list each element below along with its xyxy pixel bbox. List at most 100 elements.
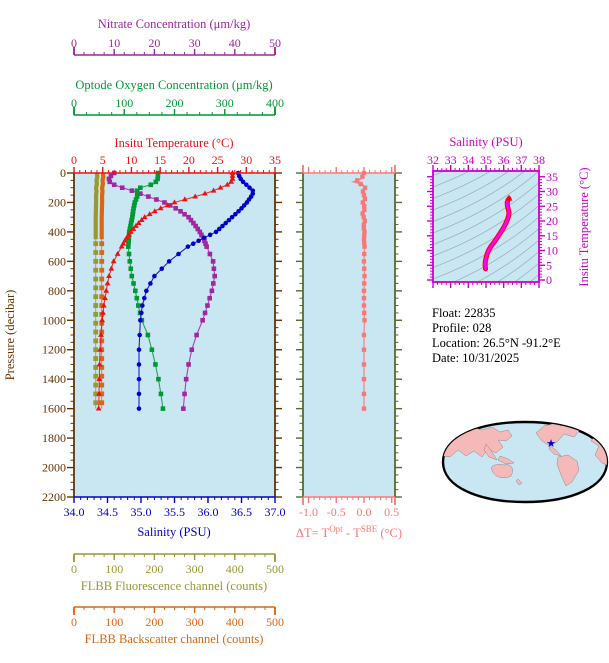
marker-circle [142, 295, 147, 301]
temperature-axis-title: Insitu Temperature (°C) [114, 136, 233, 150]
marker-square [93, 311, 99, 317]
marker-triangle [108, 265, 115, 271]
marker-triangle [96, 390, 102, 396]
tick-label: 800 [48, 284, 66, 298]
marker-square [202, 310, 208, 316]
marker-square [173, 206, 179, 211]
marker-circle [226, 217, 232, 223]
marker-triangle [110, 258, 117, 264]
marker-square [153, 179, 159, 185]
tick-label: 400 [226, 615, 244, 629]
tick-label: 35 [546, 170, 558, 184]
isopycnal-contour [476, 239, 539, 282]
isopycnal-contour [452, 228, 539, 282]
marker-square [145, 332, 151, 338]
marker-circle [136, 362, 142, 367]
map-continent [491, 464, 513, 478]
tick-label: 200 [145, 562, 163, 576]
tick-label: 100 [105, 562, 123, 576]
tick-label: 35.0 [131, 505, 152, 519]
marker-square [188, 217, 194, 223]
marker-square [183, 376, 189, 382]
marker-circle [136, 406, 142, 411]
tick-label: 0 [60, 166, 66, 180]
marker-triangle [229, 172, 236, 178]
marker-square [93, 267, 99, 273]
marker-square [93, 391, 99, 397]
marker-square [119, 185, 125, 191]
marker-square [160, 406, 166, 411]
tick-label: 400 [226, 562, 244, 576]
marker-triangle [192, 193, 199, 199]
isopycnal-contour [433, 171, 539, 234]
marker-square [362, 266, 367, 271]
tick-label: 100 [105, 615, 123, 629]
marker-square [155, 173, 161, 179]
marker-square [205, 303, 210, 308]
marker-square [99, 356, 105, 361]
marker-square [129, 214, 135, 220]
ts-temperature-axis-title: Insitu Temperature (°C) [577, 167, 591, 286]
tick-label: 20 [183, 153, 195, 167]
tick-label: 20 [546, 214, 558, 228]
tick-label: 500 [266, 562, 284, 576]
tick-label: 1800 [42, 431, 66, 445]
isopycnal-contour [433, 171, 471, 188]
profile-thick-fluorescence [93, 172, 100, 240]
marker-square [131, 206, 136, 211]
tick-label: 0 [71, 562, 77, 576]
marker-square [134, 191, 140, 196]
marker-circle [136, 347, 142, 353]
tick-label: 300 [186, 562, 204, 576]
marker-square [126, 241, 131, 246]
tick-label: -0.5 [327, 505, 346, 519]
delta-t-panel: -1.0 -0.5 0.0 0.5 [296, 165, 402, 519]
delta-t-axis-title: ΔT= TOpt - TSBE (°C) [296, 524, 402, 540]
marker-square [131, 203, 137, 208]
tick-label: 400 [48, 225, 66, 239]
float-location-star: ★ [546, 438, 556, 450]
marker-square [93, 400, 99, 406]
marker-circle [176, 251, 181, 257]
marker-square [99, 373, 105, 379]
marker-circle [144, 288, 149, 294]
tick-label: 200 [48, 195, 66, 209]
marker-square [209, 288, 215, 294]
map-continent [497, 455, 515, 465]
marker-square [211, 266, 217, 272]
marker-square [128, 266, 134, 272]
nitrate-axis-title: Nitrate Concentration (μm/kg) [98, 17, 251, 31]
marker-square [193, 223, 198, 229]
fluorescence-axis-title: FLBB Fluorescence channel (counts) [81, 579, 267, 593]
marker-square [360, 200, 366, 205]
marker-square [136, 303, 141, 308]
marker-square [132, 200, 138, 205]
marker-square [362, 207, 367, 213]
marker-square [362, 229, 367, 235]
marker-square [361, 288, 367, 294]
marker-square [108, 173, 114, 179]
tick-label: 300 [186, 615, 204, 629]
marker-square [99, 294, 105, 300]
marker-triangle [171, 199, 178, 205]
isopycnal-contour [433, 193, 539, 257]
float-id-line: Float: 22835 [432, 306, 496, 320]
marker-circle [236, 208, 241, 214]
marker-square [126, 251, 132, 257]
marker-triangle [99, 317, 106, 323]
tick-label: 0 [71, 96, 77, 110]
marker-circle [239, 206, 244, 211]
marker-circle [138, 317, 143, 323]
marker-square [204, 244, 209, 249]
tick-label: 10 [125, 153, 137, 167]
marker-square [93, 258, 99, 264]
marker-square [362, 310, 367, 316]
marker-square [207, 251, 213, 257]
marker-circle [201, 235, 207, 241]
marker-square [362, 281, 367, 286]
tick-label: 15 [546, 229, 558, 243]
ts-curve-tip-marker [505, 194, 513, 201]
marker-square [93, 365, 99, 370]
marker-triangle [102, 295, 108, 301]
delta-curve [350, 170, 368, 411]
